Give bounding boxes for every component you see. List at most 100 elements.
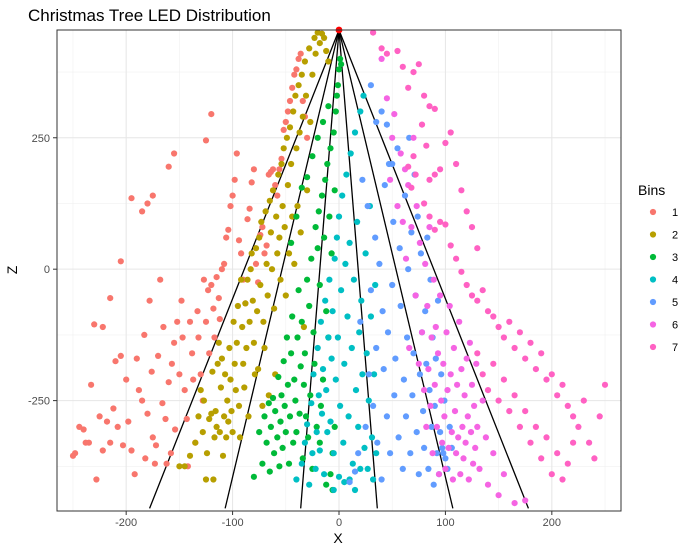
data-point-bin-5 xyxy=(355,450,362,457)
data-point-bin-1 xyxy=(139,208,146,215)
data-point-bin-1 xyxy=(189,350,196,357)
data-point-bin-5 xyxy=(374,439,381,446)
data-point-bin-2 xyxy=(268,266,276,273)
data-point-bin-3 xyxy=(295,287,302,294)
data-point-bin-2 xyxy=(250,339,257,346)
data-point-bin-1 xyxy=(162,415,169,423)
data-point-bin-6 xyxy=(378,55,385,63)
data-point-bin-2 xyxy=(181,463,188,470)
data-point-bin-4 xyxy=(347,150,354,157)
data-point-bin-4 xyxy=(312,465,319,472)
data-point-bin-3 xyxy=(272,408,279,415)
data-point-bin-1 xyxy=(200,276,207,283)
data-point-bin-3 xyxy=(293,213,300,220)
data-point-bin-1 xyxy=(128,195,135,202)
data-point-bin-5 xyxy=(367,287,374,294)
data-point-bin-1 xyxy=(135,387,142,394)
data-point-bin-6 xyxy=(435,471,443,478)
data-point-bin-1 xyxy=(148,368,155,375)
data-point-bin-4 xyxy=(332,376,339,383)
data-point-bin-2 xyxy=(211,434,218,441)
data-point-bin-7 xyxy=(394,47,401,55)
data-point-bin-7 xyxy=(527,439,534,446)
data-point-bin-3 xyxy=(271,450,278,457)
data-point-bin-3 xyxy=(315,208,322,215)
data-point-bin-3 xyxy=(288,239,295,246)
data-point-bin-6 xyxy=(432,323,439,331)
data-point-bin-3 xyxy=(327,471,334,478)
boundary-line xyxy=(338,29,530,509)
data-point-bin-2 xyxy=(203,450,211,457)
data-point-bin-1 xyxy=(131,471,138,478)
data-point-bin-1 xyxy=(208,281,215,289)
data-point-bin-4 xyxy=(348,344,355,352)
data-point-bin-7 xyxy=(405,84,412,91)
data-point-bin-7 xyxy=(431,105,438,112)
data-point-bin-6 xyxy=(394,203,401,210)
data-point-bin-3 xyxy=(332,108,339,115)
data-point-bin-2 xyxy=(228,408,235,415)
data-point-bin-2 xyxy=(294,203,301,210)
data-point-bin-7 xyxy=(474,350,481,357)
data-point-bin-6 xyxy=(433,423,440,430)
data-point-bin-3 xyxy=(301,350,308,357)
legend-label-bin-4: 4 xyxy=(672,275,678,287)
boundary-line xyxy=(224,29,340,509)
data-point-bin-4 xyxy=(331,255,338,262)
data-point-bin-7 xyxy=(522,355,529,362)
data-point-bin-2 xyxy=(236,434,244,441)
data-point-bin-2 xyxy=(280,145,287,152)
data-point-bin-1 xyxy=(142,455,149,462)
data-point-bin-5 xyxy=(420,408,427,415)
legend-key-bin-2 xyxy=(649,231,657,238)
data-point-bin-7 xyxy=(554,392,561,399)
data-point-bin-2 xyxy=(321,34,328,42)
data-point-bin-2 xyxy=(247,266,254,273)
data-point-bin-1 xyxy=(202,137,210,144)
data-point-bin-2 xyxy=(298,71,305,78)
data-point-bin-2 xyxy=(256,234,263,241)
data-point-bin-2 xyxy=(282,292,289,299)
data-point-bin-4 xyxy=(326,276,333,283)
data-point-bin-4 xyxy=(364,465,371,472)
data-point-bin-4 xyxy=(343,171,350,178)
data-point-bin-3 xyxy=(318,192,326,199)
data-point-bin-2 xyxy=(192,439,199,446)
data-point-bin-2 xyxy=(213,423,220,430)
data-point-bin-2 xyxy=(224,397,231,404)
data-point-bin-1 xyxy=(174,318,181,325)
y-axis-title: Z xyxy=(4,265,20,274)
data-point-bin-3 xyxy=(300,381,307,388)
data-point-bin-2 xyxy=(186,452,194,459)
data-point-bin-1 xyxy=(246,205,253,212)
data-point-bin-6 xyxy=(439,439,446,446)
data-point-bin-7 xyxy=(442,221,449,228)
data-point-bin-5 xyxy=(399,465,406,472)
data-point-bin-7 xyxy=(554,450,561,457)
data-point-bin-6 xyxy=(415,360,422,367)
data-point-bin-7 xyxy=(495,323,502,331)
data-point-bin-5 xyxy=(414,213,421,220)
data-point-bin-5 xyxy=(421,444,428,451)
data-point-bin-3 xyxy=(293,429,300,436)
data-point-bin-7 xyxy=(511,344,518,352)
data-point-bin-7 xyxy=(431,226,438,233)
data-point-bin-6 xyxy=(438,397,445,404)
data-point-bin-6 xyxy=(463,355,470,362)
data-point-bin-6 xyxy=(467,429,475,436)
data-point-bin-6 xyxy=(473,360,480,367)
data-point-bin-2 xyxy=(217,384,224,391)
data-point-bin-1 xyxy=(211,334,218,341)
data-point-bin-5 xyxy=(442,455,449,462)
data-point-bin-6 xyxy=(468,381,476,388)
legend-key-bin-6 xyxy=(649,321,657,328)
data-point-bin-3 xyxy=(290,439,297,446)
data-point-bin-1 xyxy=(168,360,175,367)
data-point-bin-6 xyxy=(389,134,396,141)
data-point-bin-3 xyxy=(286,413,294,420)
data-point-bin-3 xyxy=(334,82,341,89)
data-point-bin-4 xyxy=(349,460,356,467)
data-point-bin-4 xyxy=(306,481,313,488)
data-point-bin-7 xyxy=(532,423,540,430)
